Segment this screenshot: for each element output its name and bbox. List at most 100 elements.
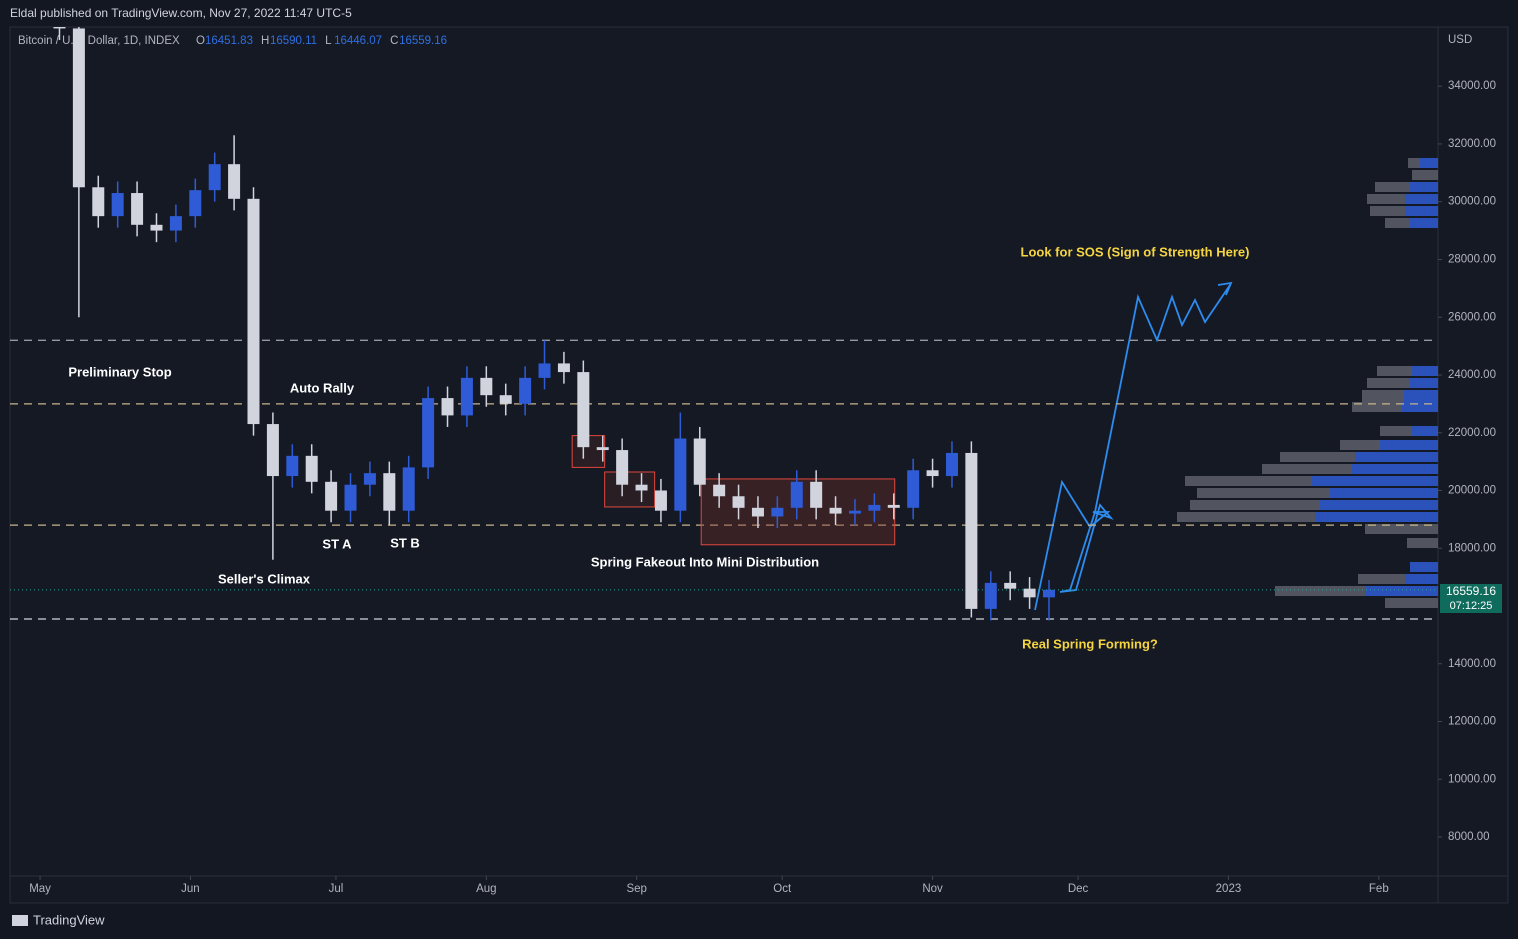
candle-body bbox=[519, 377, 532, 404]
y-tick-label: 12000.00 bbox=[1448, 716, 1496, 728]
price-badge-value: 16559.16 bbox=[1446, 584, 1496, 598]
publisher: Eldal published on TradingView.com, Nov … bbox=[10, 6, 352, 20]
candle-body bbox=[771, 507, 784, 517]
volume-profile bbox=[1177, 158, 1438, 608]
candle-body bbox=[266, 424, 279, 477]
candle-body bbox=[189, 190, 202, 217]
candle-body bbox=[538, 363, 551, 378]
x-tick-label: Aug bbox=[476, 883, 496, 895]
candle-body bbox=[654, 490, 667, 511]
candle-body bbox=[926, 470, 939, 477]
candle-body bbox=[984, 582, 997, 609]
candle-body bbox=[150, 224, 163, 231]
x-tick-label: Dec bbox=[1068, 883, 1089, 895]
x-tick-label: Nov bbox=[922, 883, 943, 895]
y-tick-label: 14000.00 bbox=[1448, 658, 1496, 670]
candle-body bbox=[363, 473, 376, 485]
ohlc-legend: O 16451.83 H 16590.11 L 16446.07 C 16559.16 bbox=[196, 35, 447, 47]
annotation: Spring Fakeout Into Mini Distribution bbox=[591, 554, 819, 569]
x-tick-label: May bbox=[29, 883, 51, 895]
symbol: Bitcoin / U.S. Dollar, 1D, INDEX bbox=[18, 35, 180, 47]
candle-body bbox=[208, 164, 221, 191]
candle-body bbox=[286, 455, 299, 477]
candle-body bbox=[92, 187, 105, 217]
candle-body bbox=[1023, 588, 1036, 598]
candle-body bbox=[131, 193, 144, 225]
annotation: Real Spring Forming? bbox=[1022, 636, 1158, 651]
candle-body bbox=[228, 164, 241, 199]
y-tick-label: 20000.00 bbox=[1448, 485, 1496, 497]
candle-body bbox=[751, 507, 764, 517]
annotation: Preliminary Stop bbox=[68, 364, 171, 379]
candle-body bbox=[325, 481, 338, 511]
candle-body bbox=[616, 450, 629, 485]
x-tick-label: Feb bbox=[1369, 883, 1389, 895]
y-tick-label: 30000.00 bbox=[1448, 196, 1496, 208]
candle-body bbox=[674, 438, 687, 511]
y-tick-label: 10000.00 bbox=[1448, 773, 1496, 785]
candle-body bbox=[829, 507, 842, 514]
candle-body bbox=[169, 216, 182, 231]
annotation: Look for SOS (Sign of Strength Here) bbox=[1021, 244, 1250, 259]
chart-frame bbox=[9, 26, 1509, 904]
x-tick-label: Jun bbox=[181, 883, 200, 895]
y-tick-label: 28000.00 bbox=[1448, 253, 1496, 265]
candle-body bbox=[848, 510, 861, 514]
candle-body bbox=[305, 455, 318, 482]
candle-body bbox=[732, 496, 745, 508]
x-tick-label: Sep bbox=[626, 883, 646, 895]
currency: USD bbox=[1448, 34, 1472, 46]
y-tick-label: 26000.00 bbox=[1448, 311, 1496, 323]
annotation: Seller's Climax bbox=[218, 571, 311, 586]
projection-path bbox=[1034, 284, 1231, 611]
ohlc-value: 16446.07 bbox=[334, 35, 382, 47]
ohlc-label: H bbox=[261, 35, 269, 47]
candle-body bbox=[480, 377, 493, 396]
brand: TradingView bbox=[33, 912, 105, 927]
candle-body bbox=[596, 447, 609, 451]
candle-body bbox=[383, 473, 396, 511]
candle-body bbox=[868, 504, 881, 511]
candle-body bbox=[887, 504, 900, 508]
candle-body bbox=[499, 395, 512, 404]
candle-body bbox=[1004, 582, 1017, 589]
projection-arrowhead bbox=[1217, 281, 1233, 296]
annotation: ST A bbox=[322, 536, 352, 551]
annotation: Auto Rally bbox=[290, 380, 355, 395]
candle-body bbox=[1042, 589, 1055, 598]
ohlc-value: 16451.83 bbox=[205, 35, 253, 47]
candle-body bbox=[111, 193, 124, 217]
candle-body bbox=[422, 398, 435, 468]
brand-logo bbox=[12, 915, 28, 926]
candle-body bbox=[344, 484, 357, 511]
candle-body bbox=[907, 470, 920, 508]
candle-body bbox=[247, 198, 260, 425]
candle-body bbox=[441, 398, 454, 416]
x-tick-label: Jul bbox=[329, 883, 344, 895]
annotation: ST B bbox=[390, 535, 420, 550]
candle-body bbox=[577, 372, 590, 448]
candle-body bbox=[635, 484, 648, 491]
ohlc-label: O bbox=[196, 35, 205, 47]
y-tick-label: 24000.00 bbox=[1448, 369, 1496, 381]
candle-body bbox=[965, 452, 978, 609]
y-tick-label: 32000.00 bbox=[1448, 138, 1496, 150]
candle-body bbox=[53, 27, 66, 29]
price-badge-countdown: 07:12:25 bbox=[1450, 600, 1493, 612]
x-tick-label: Oct bbox=[773, 883, 792, 895]
candle-body bbox=[790, 481, 803, 508]
x-tick-label: 2023 bbox=[1216, 883, 1242, 895]
y-tick-label: 18000.00 bbox=[1448, 542, 1496, 554]
ohlc-label: C bbox=[390, 35, 398, 47]
y-tick-label: 8000.00 bbox=[1448, 831, 1490, 843]
candle-body bbox=[72, 28, 85, 188]
candle-body bbox=[557, 363, 570, 373]
candle-body bbox=[460, 377, 473, 416]
ohlc-value: 16559.16 bbox=[399, 35, 447, 47]
y-tick-label: 34000.00 bbox=[1448, 80, 1496, 92]
y-tick-label: 22000.00 bbox=[1448, 427, 1496, 439]
candle-body bbox=[693, 438, 706, 485]
candle-body bbox=[402, 467, 415, 511]
ohlc-value: 16590.11 bbox=[270, 35, 317, 47]
